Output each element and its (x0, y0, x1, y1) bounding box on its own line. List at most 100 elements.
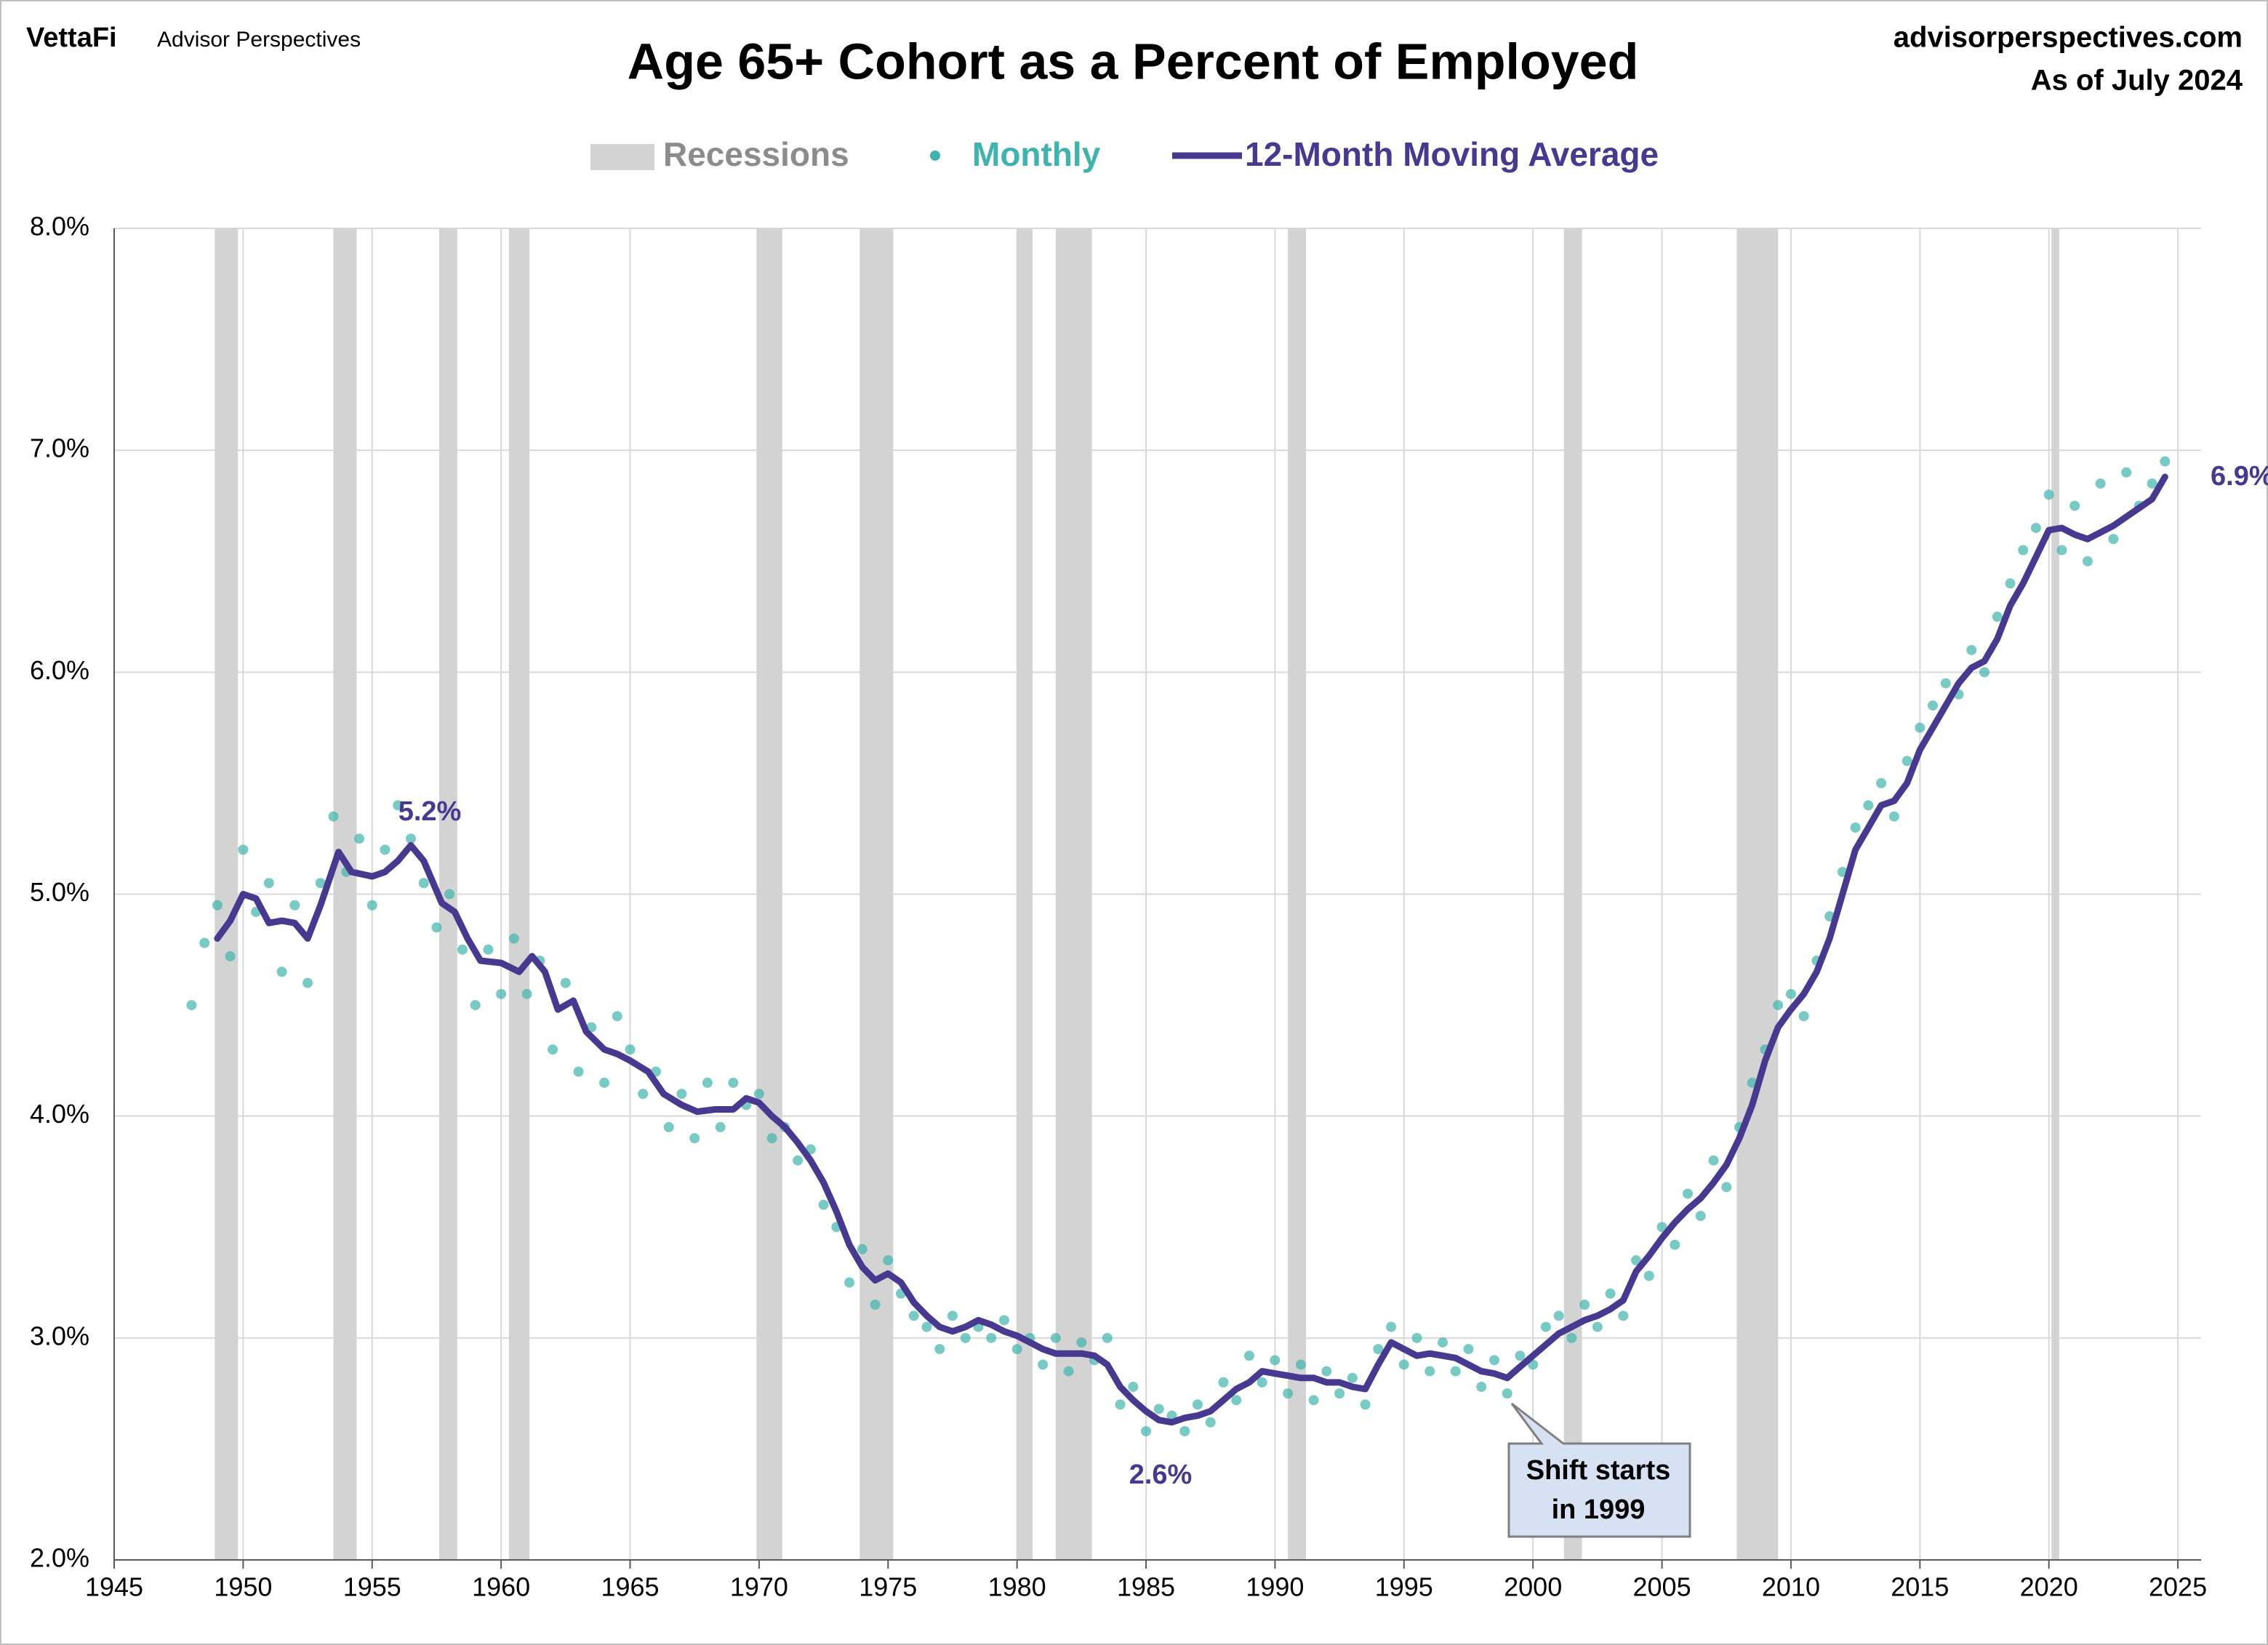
monthly-point (1992, 612, 2003, 623)
monthly-point (844, 1277, 855, 1288)
monthly-point (1334, 1388, 1345, 1399)
x-tick-label: 1980 (988, 1572, 1046, 1602)
monthly-point (1683, 1188, 1694, 1199)
monthly-point (393, 800, 404, 811)
plot: 2.0% 3.0% 4.0% 5.0% 6.0% 7.0% 8.0% 1945 1950 1955… (30, 212, 2207, 1602)
monthly-point (1553, 1310, 1564, 1321)
monthly-point (496, 988, 507, 999)
monthly-point (1295, 1359, 1306, 1370)
monthly-point (2108, 534, 2119, 545)
monthly-point (1966, 644, 1977, 655)
monthly-point (1373, 1344, 1384, 1355)
monthly-point (1257, 1377, 1267, 1388)
recession-band (1055, 228, 1092, 1560)
monthly-point (1063, 1366, 1074, 1377)
monthly-point (934, 1344, 945, 1355)
x-tick-label: 2010 (1762, 1572, 1820, 1602)
monthly-point (2069, 500, 2080, 511)
monthly-point (663, 1121, 674, 1132)
recession-band (508, 228, 530, 1560)
monthly-point (908, 1310, 919, 1321)
monthly-point (1928, 700, 1939, 711)
monthly-point (1605, 1288, 1616, 1299)
monthly-point (1153, 1404, 1164, 1414)
monthly-point (1979, 667, 1990, 678)
monthly-point (1876, 777, 1887, 788)
monthly-point (1076, 1337, 1087, 1348)
monthly-point (1050, 1332, 1061, 1343)
monthly-point (238, 844, 249, 855)
monthly-point (947, 1310, 958, 1321)
recession-band (1563, 228, 1582, 1560)
monthly-point (548, 1044, 558, 1055)
x-tick-label: 1965 (601, 1572, 659, 1602)
monthly-point (1902, 756, 1912, 767)
monthly-point (676, 1089, 687, 1100)
monthly-point (870, 1300, 881, 1310)
monthly-point (560, 977, 571, 988)
monthly-point (315, 878, 326, 889)
monthly-point (276, 966, 287, 977)
x-tick-label: 1970 (730, 1572, 788, 1602)
x-tick-label: 1990 (1246, 1572, 1304, 1602)
x-tick-label: 2000 (1504, 1572, 1562, 1602)
moving-average-line (214, 473, 2168, 1426)
monthly-point (2018, 545, 2029, 556)
monthly-point (289, 900, 300, 910)
monthly-point (1205, 1417, 1216, 1428)
x-tick-label: 1945 (85, 1572, 143, 1602)
monthly-point (689, 1133, 700, 1144)
monthly-point (1579, 1300, 1590, 1310)
monthly-point (1940, 678, 1951, 689)
x-tick-label: 1950 (214, 1572, 272, 1602)
monthly-point (354, 833, 365, 844)
monthly-point (1398, 1359, 1409, 1370)
monthly-point (508, 933, 519, 944)
callout-text: in 1999 (1552, 1494, 1646, 1525)
monthly-point (366, 900, 377, 910)
monthly-point (1695, 1210, 1706, 1221)
y-tick-label: 5.0% (30, 877, 89, 907)
y-tick-label: 4.0% (30, 1099, 89, 1129)
monthly-point (212, 900, 223, 910)
x-tick-label: 2020 (2020, 1572, 2078, 1602)
legend-swatch (590, 144, 654, 170)
monthly-point (1721, 1182, 1732, 1193)
callout-text: Shift starts (1526, 1455, 1670, 1486)
monthly-point (1463, 1344, 1474, 1355)
x-tick-label: 1960 (472, 1572, 530, 1602)
monthly-point (1360, 1399, 1371, 1410)
monthly-point (766, 1133, 777, 1144)
monthly-point (1243, 1350, 1254, 1361)
monthly-point (1785, 988, 1796, 999)
monthly-point (457, 944, 468, 955)
monthly-point (444, 889, 455, 900)
monthly-point (1438, 1337, 1448, 1348)
monthly-point (302, 977, 313, 988)
recession-band (1288, 228, 1306, 1560)
monthly-point (470, 1000, 481, 1011)
monthly-point (1850, 822, 1861, 833)
chart-title: Age 65+ Cohort as a Percent of Employed (628, 33, 1639, 89)
monthly-point (2121, 467, 2132, 478)
monthly-point (1321, 1366, 1332, 1377)
monthly-point (1592, 1321, 1603, 1332)
monthly-point (2082, 556, 2093, 567)
y-tick-label: 2.0% (30, 1543, 89, 1573)
monthly-point (1488, 1355, 1499, 1366)
monthly-point (1566, 1332, 1577, 1343)
monthly-point (1192, 1399, 1203, 1410)
monthly-point (328, 811, 339, 822)
monthly-point (883, 1255, 894, 1266)
callout-box (1507, 1402, 1691, 1538)
monthly-point (2147, 478, 2157, 489)
monthly-point (1231, 1395, 1242, 1406)
monthly-point (599, 1077, 610, 1088)
recession-band (756, 228, 782, 1560)
monthly-point (793, 1155, 804, 1166)
recession-band (333, 228, 357, 1560)
monthly-point (1115, 1399, 1126, 1410)
monthly-point (1179, 1426, 1190, 1437)
